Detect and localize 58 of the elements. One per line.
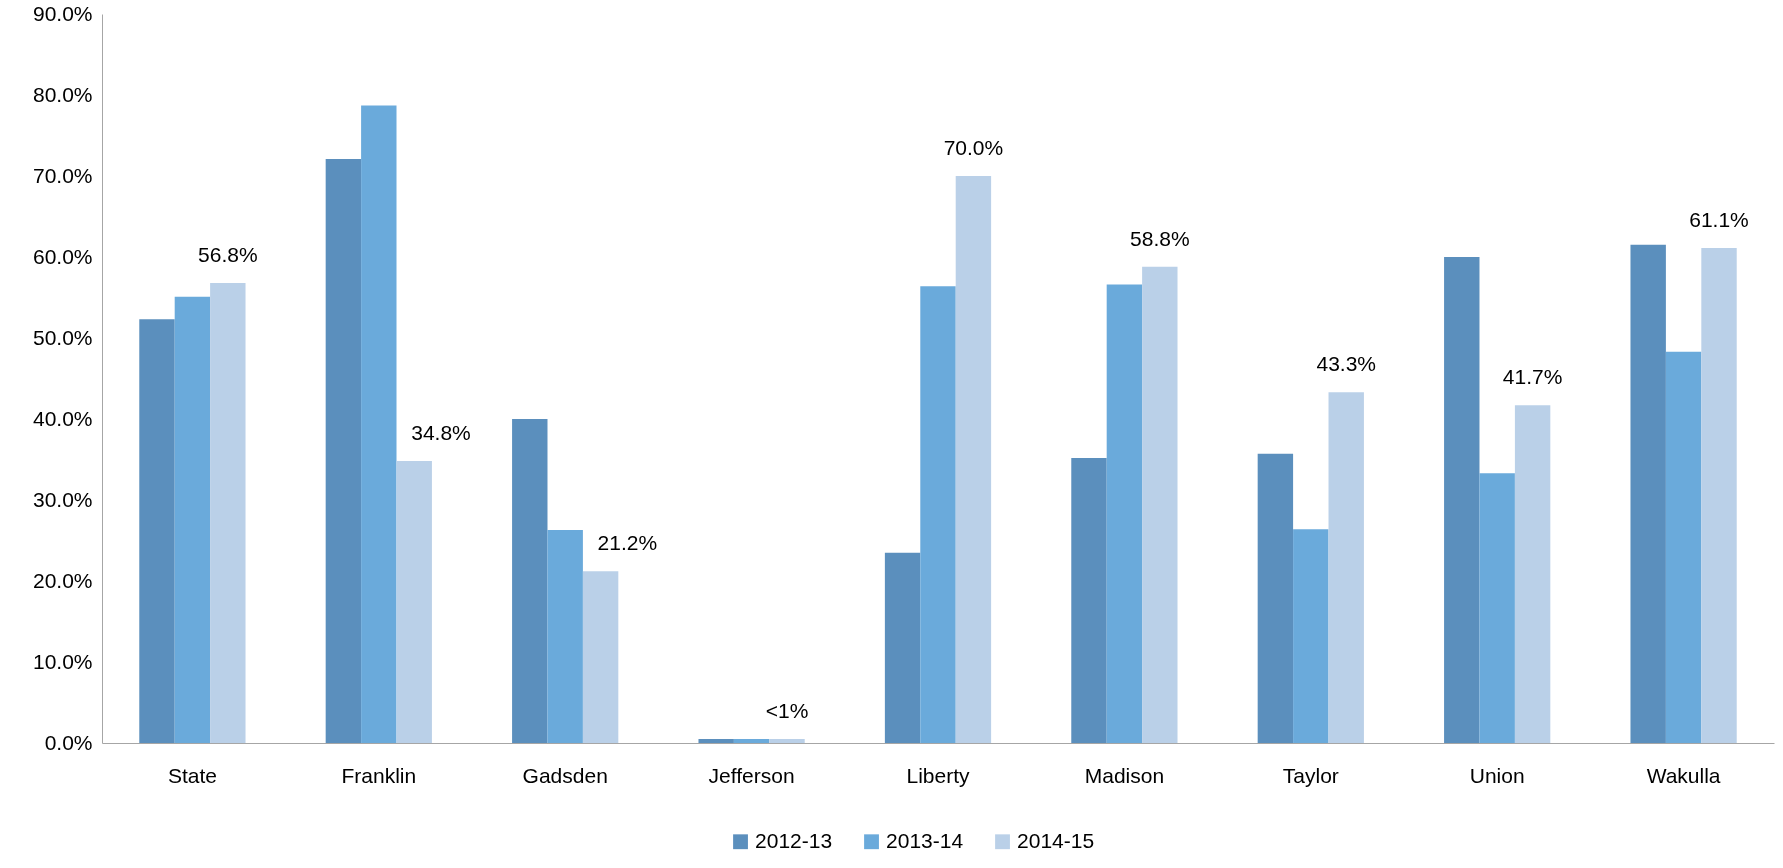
bar bbox=[1328, 392, 1364, 743]
bar bbox=[1630, 244, 1666, 743]
bar bbox=[884, 552, 921, 743]
bar bbox=[325, 158, 362, 743]
bar bbox=[1701, 248, 1737, 743]
bar bbox=[139, 319, 175, 743]
bar bbox=[1106, 284, 1143, 743]
legend-label: 2012-13 bbox=[755, 828, 833, 852]
bar bbox=[174, 296, 211, 743]
bar bbox=[582, 571, 619, 743]
bar bbox=[733, 738, 770, 743]
x-tick-label: State bbox=[167, 763, 217, 787]
y-tick-label: 0.0% bbox=[44, 730, 93, 754]
bar bbox=[1071, 457, 1107, 743]
data-label: 70.0% bbox=[943, 136, 1004, 159]
bar bbox=[1257, 453, 1294, 743]
x-tick-label: Liberty bbox=[906, 763, 971, 787]
data-label: 34.8% bbox=[411, 421, 471, 445]
data-label: 43.3% bbox=[1316, 352, 1376, 376]
data-label: 58.8% bbox=[1130, 226, 1190, 250]
bar bbox=[1142, 266, 1178, 743]
data-label: 41.7% bbox=[1502, 365, 1563, 389]
y-tick-label: 50.0% bbox=[32, 325, 93, 349]
y-tick-label: 10.0% bbox=[32, 649, 93, 673]
bar bbox=[1479, 473, 1515, 743]
bar bbox=[1444, 257, 1480, 743]
y-tick-label: 90.0% bbox=[32, 1, 93, 25]
x-tick-label: Madison bbox=[1084, 763, 1165, 787]
data-label: 21.2% bbox=[597, 531, 658, 555]
x-tick-label: Jefferson bbox=[708, 763, 795, 787]
bar bbox=[955, 176, 992, 743]
bar bbox=[1293, 529, 1329, 743]
y-tick-label: 20.0% bbox=[32, 568, 93, 592]
y-tick-label: 70.0% bbox=[32, 163, 93, 187]
bar bbox=[769, 738, 805, 743]
legend-label: 2013-14 bbox=[886, 828, 964, 852]
bar bbox=[210, 282, 246, 743]
data-label: <1% bbox=[765, 698, 809, 722]
legend-label: 2014-15 bbox=[1017, 828, 1095, 852]
data-label: 56.8% bbox=[198, 242, 258, 266]
y-tick-label: 80.0% bbox=[32, 82, 93, 106]
bar bbox=[512, 419, 548, 743]
x-tick-label: Wakulla bbox=[1646, 763, 1721, 787]
bar bbox=[1514, 405, 1551, 743]
y-tick-label: 30.0% bbox=[32, 487, 93, 511]
bar bbox=[698, 738, 734, 743]
bar bbox=[1665, 351, 1702, 743]
x-tick-label: Franklin bbox=[341, 763, 417, 787]
y-tick-label: 60.0% bbox=[32, 244, 93, 268]
bar bbox=[920, 286, 956, 743]
y-tick-label: 40.0% bbox=[32, 406, 93, 430]
x-tick-label: Union bbox=[1469, 763, 1525, 787]
bar bbox=[547, 529, 583, 743]
data-label: 61.1% bbox=[1689, 208, 1749, 232]
x-tick-label: Taylor bbox=[1282, 763, 1339, 787]
x-tick-label: Gadsden bbox=[522, 763, 608, 787]
bar bbox=[396, 461, 432, 743]
bar bbox=[361, 105, 397, 743]
